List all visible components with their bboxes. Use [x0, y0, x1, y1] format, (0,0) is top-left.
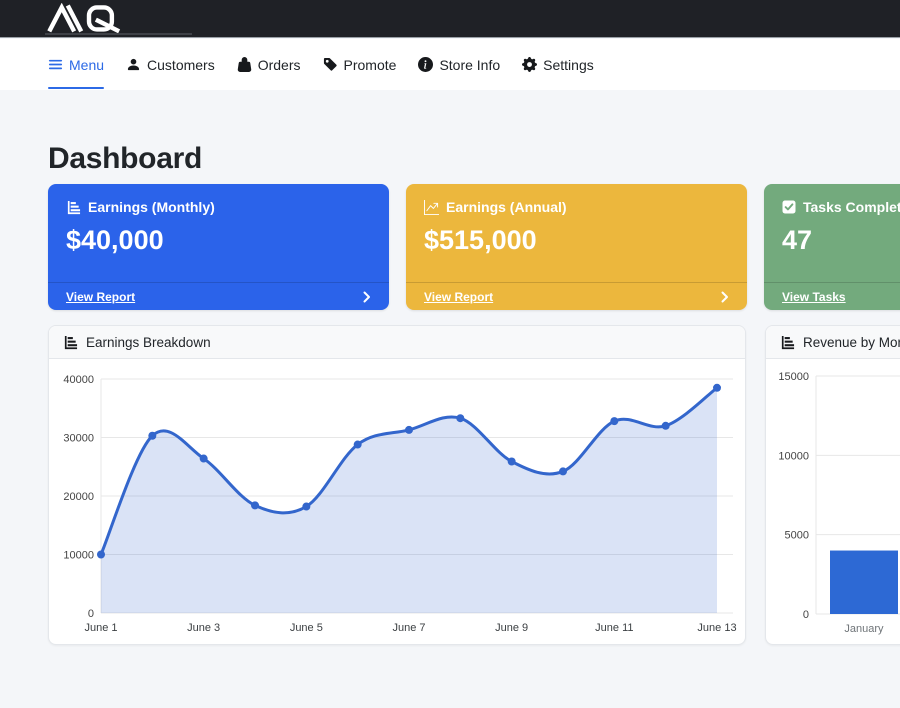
card-value: $40,000	[66, 225, 164, 255]
person-icon	[127, 58, 140, 71]
nav-label: Settings	[543, 56, 594, 73]
chevron-right-icon	[363, 291, 370, 302]
bar-chart-icon	[67, 200, 81, 214]
nav-label: Customers	[147, 56, 215, 73]
bar-chart-icon	[781, 335, 795, 349]
charts-row: Earnings Breakdown 0 10000 20000 30000 40000…	[48, 325, 900, 645]
gear-icon	[522, 57, 538, 72]
svg-text:June 1: June 1	[84, 622, 117, 634]
chevron-right-icon	[721, 291, 728, 302]
view-tasks-link[interactable]: View Tasks	[782, 289, 846, 304]
svg-text:June 11: June 11	[595, 622, 633, 634]
svg-text:June 9: June 9	[495, 622, 528, 634]
brand-logo-icon[interactable]	[45, 3, 133, 33]
main-nav: Menu Customers Orders Promote Store Info…	[0, 39, 900, 90]
view-report-link[interactable]: View Report	[66, 289, 136, 304]
svg-text:June 5: June 5	[290, 622, 323, 634]
chart-card-title: Earnings Breakdown	[86, 334, 211, 350]
nav-item-store-info[interactable]: Store Info	[418, 39, 500, 90]
nav-label: Store Info	[439, 56, 501, 73]
check-square-icon	[782, 200, 796, 214]
tasks-completed-card: Tasks Completed 47 View Tasks	[764, 184, 900, 310]
nav-item-promote[interactable]: Promote	[323, 39, 397, 90]
svg-text:15000: 15000	[778, 371, 809, 383]
info-circle-icon	[418, 57, 434, 72]
earnings-annual-card: Earnings (Annual) $515,000 View Report	[406, 184, 747, 310]
chart-area: 0 5000 10000 15000 January	[766, 359, 900, 644]
card-footer: View Report	[48, 282, 389, 310]
active-tab-indicator	[48, 87, 105, 89]
nav-label: Promote	[343, 56, 397, 73]
svg-text:June 3: June 3	[187, 622, 220, 634]
top-app-bar	[0, 0, 900, 38]
line-chart-icon	[424, 199, 439, 215]
nav-item-menu[interactable]: Menu	[48, 39, 105, 90]
summary-cards-row: Earnings (Monthly) $40,000 View Report E…	[48, 184, 900, 310]
svg-text:0: 0	[803, 609, 809, 621]
revenue-by-month-card: Revenue by Month 0 5000 10000 15000 January	[765, 325, 900, 645]
chart-card-header: Revenue by Month	[766, 326, 900, 359]
tag-icon	[323, 57, 337, 71]
svg-text:10000: 10000	[63, 550, 94, 562]
bar-chart-icon	[64, 335, 78, 349]
chart-card-title: Revenue by Month	[803, 334, 900, 350]
card-value: 47	[782, 225, 813, 255]
nav-item-customers[interactable]: Customers	[126, 39, 215, 90]
card-title: Earnings (Monthly)	[88, 199, 215, 215]
svg-text:0: 0	[88, 608, 94, 620]
card-title: Tasks Completed	[803, 199, 900, 215]
nav-item-orders[interactable]: Orders	[237, 39, 301, 90]
nav-label: Orders	[257, 56, 301, 73]
chart-area: 0 10000 20000 30000 40000 June 1 June 3 June 5 J…	[49, 359, 745, 644]
svg-text:5000: 5000	[785, 530, 809, 542]
bag-icon	[237, 57, 251, 72]
card-title-row: Earnings (Monthly)	[48, 184, 389, 215]
card-footer: View Report	[406, 282, 747, 310]
svg-text:January: January	[844, 623, 884, 635]
svg-text:June 13: June 13	[697, 622, 736, 634]
earnings-breakdown-chart: 0 10000 20000 30000 40000 June 1 June 3 June 5 J…	[63, 374, 736, 634]
card-title-row: Tasks Completed	[764, 184, 900, 215]
svg-text:10000: 10000	[778, 450, 809, 462]
logo-underline	[45, 33, 192, 35]
revenue-by-month-chart: 0 5000 10000 15000 January	[778, 371, 900, 635]
svg-text:June 7: June 7	[392, 622, 425, 634]
page-title: Dashboard	[48, 142, 202, 175]
card-title: Earnings (Annual)	[446, 199, 567, 215]
earnings-breakdown-card: Earnings Breakdown 0 10000 20000 30000 40000…	[48, 325, 746, 645]
hamburger-icon	[48, 59, 63, 70]
svg-text:40000: 40000	[63, 374, 94, 386]
earnings-monthly-card: Earnings (Monthly) $40,000 View Report	[48, 184, 389, 310]
svg-text:20000: 20000	[63, 491, 94, 503]
view-report-link[interactable]: View Report	[424, 289, 494, 304]
nav-item-settings[interactable]: Settings	[522, 39, 594, 90]
card-title-row: Earnings (Annual)	[406, 184, 747, 215]
card-footer: View Tasks	[764, 282, 900, 310]
chart-card-header: Earnings Breakdown	[49, 326, 745, 359]
card-value: $515,000	[424, 225, 537, 255]
nav-label: Menu	[69, 56, 105, 73]
svg-text:30000: 30000	[63, 433, 94, 445]
